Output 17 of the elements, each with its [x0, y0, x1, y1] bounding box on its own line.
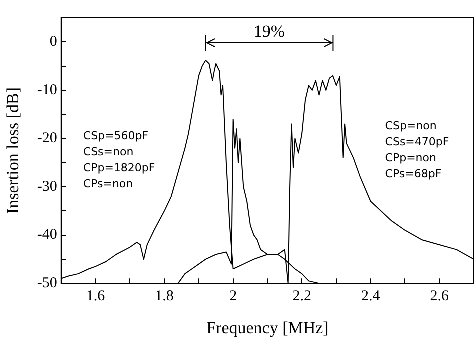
y-tick-label: -30	[37, 178, 58, 195]
x-tick-label: 1.6	[86, 288, 106, 305]
x-axis-title: Frequency [MHz]	[206, 318, 329, 338]
annotation: 19%	[254, 22, 286, 41]
y-axis-title: Insertion loss [dB]	[4, 88, 23, 214]
y-tick-label: 0	[50, 34, 58, 50]
y-tick-label: -10	[37, 82, 58, 98]
x-tick-label: 2.4	[361, 288, 381, 305]
x-tick-label: 2	[230, 288, 238, 305]
y-tick-label: -20	[37, 130, 58, 147]
annotation: CSp=non CSs=470pF CPp=non CPs=68pF	[385, 120, 450, 181]
x-tick-label: 2.2	[292, 288, 312, 305]
y-tick-label: -40	[37, 227, 58, 244]
x-tick-label: 1.8	[155, 288, 174, 305]
x-tick-label: 2.6	[430, 288, 450, 305]
annotation: CSp=560pF CSs=non CPp=1820pF CPs=non	[83, 130, 156, 191]
y-tick-label: -50	[37, 276, 58, 292]
